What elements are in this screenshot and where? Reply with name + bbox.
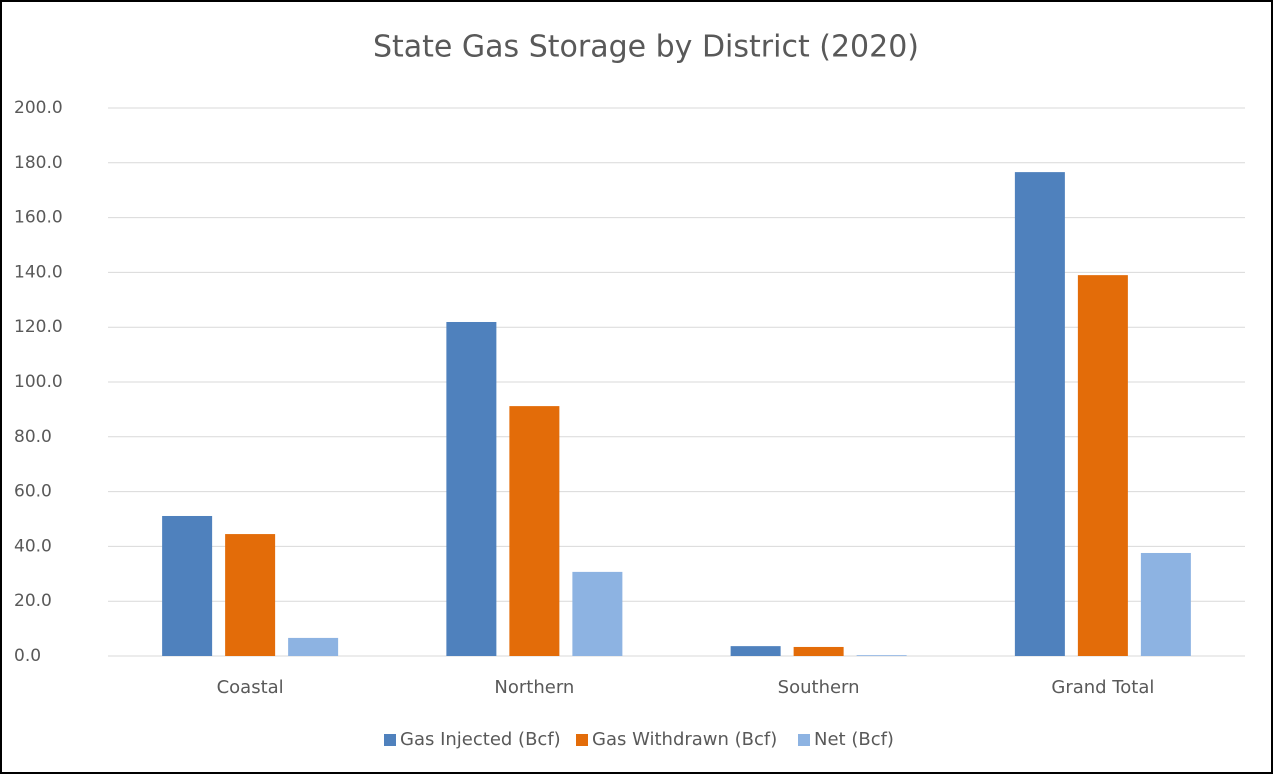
y-tick-label: 40.0	[14, 536, 52, 556]
bar	[1014, 172, 1065, 656]
x-tick-label: Southern	[778, 677, 860, 698]
legend-swatch	[576, 734, 588, 746]
bar	[856, 655, 907, 656]
chart-title: State Gas Storage by District (2020)	[373, 30, 919, 65]
x-tick-label: Grand Total	[1051, 677, 1154, 698]
bar	[162, 515, 213, 656]
legend-label: Gas Withdrawn (Bcf)	[592, 729, 777, 750]
bar	[793, 646, 844, 656]
y-tick-label: 80.0	[14, 427, 52, 447]
legend-swatch	[384, 734, 396, 746]
bar	[446, 321, 497, 656]
bar	[730, 646, 781, 656]
bar	[288, 637, 339, 656]
bar	[509, 406, 560, 656]
y-tick-label: 60.0	[14, 482, 52, 502]
y-tick-label: 200.0	[14, 98, 63, 118]
y-tick-label: 180.0	[14, 153, 63, 173]
bar	[572, 571, 623, 656]
x-tick-label: Northern	[494, 677, 574, 698]
bar	[1140, 552, 1191, 656]
bar	[1077, 275, 1128, 656]
y-tick-label: 100.0	[14, 372, 63, 392]
y-tick-label: 140.0	[14, 262, 63, 282]
bar	[225, 534, 276, 656]
x-tick-label: Coastal	[217, 677, 284, 698]
y-tick-label: 120.0	[14, 317, 63, 337]
y-tick-label: 0.0	[14, 646, 41, 666]
y-tick-label: 20.0	[14, 591, 52, 611]
y-tick-label: 160.0	[14, 208, 63, 228]
legend-swatch	[798, 734, 810, 746]
legend-label: Gas Injected (Bcf)	[400, 729, 561, 750]
legend-label: Net (Bcf)	[814, 729, 894, 750]
